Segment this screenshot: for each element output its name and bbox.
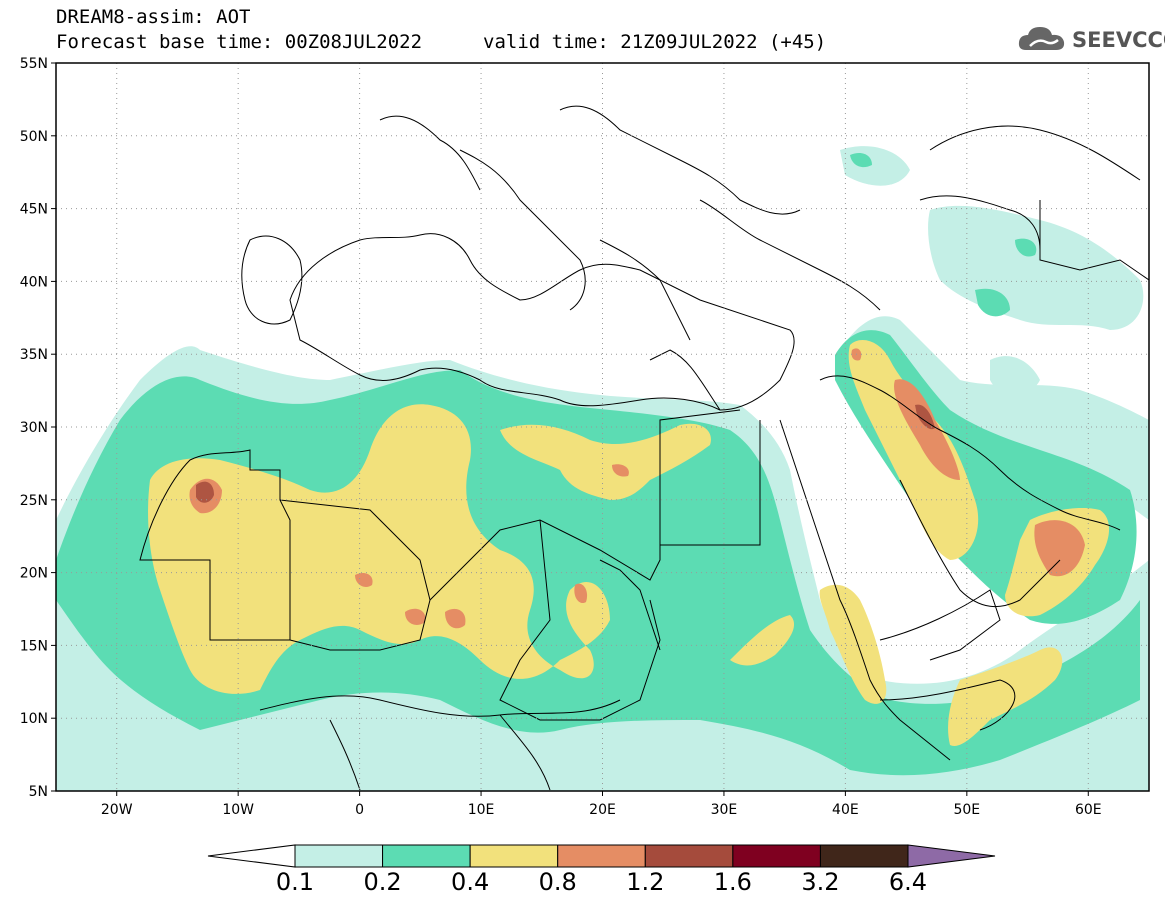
lat-tick-label: 50N [20,129,48,145]
colorbar-level-label: 3.2 [801,868,839,896]
lon-tick-label: 50E [953,802,980,818]
lon-tick-label: 30E [711,802,738,818]
colorbar-swatch [382,844,471,868]
colorbar-swatch [644,844,734,868]
longitude-axis: 20W 10W 0 10E 20E 30E 40E 50E 60E [101,791,1102,818]
colorbar-level-label: 0.8 [539,868,577,896]
forecast-base-time: Forecast base time: 00Z08JUL2022 [56,31,423,53]
colorbar-swatch [557,844,646,868]
lon-tick-label: 10E [468,802,495,818]
lon-tick-label: 20E [589,802,616,818]
aot-contour-0.4 [148,340,1110,746]
lat-tick-label: 30N [20,420,48,436]
colorbar-level-label: 0.2 [363,868,401,896]
map-title: DREAM8-assim: AOT [56,6,251,28]
lat-tick-label: 55N [20,56,48,72]
lat-tick-label: 45N [20,202,48,218]
logo-text: SEEVCCC [1072,28,1165,52]
lat-tick-label: 25N [20,493,48,509]
lon-tick-label: 40E [832,802,859,818]
colorbar-min-arrow [207,844,296,868]
lat-tick-label: 15N [20,638,48,654]
lon-tick-label: 20W [101,802,133,818]
latitude-axis: 55N 50N 45N 40N 35N 30N 25N 20N 15N 10N 5N [20,56,56,800]
colorbar-level-label: 6.4 [889,868,927,896]
aot-contour-0.8 [189,348,1085,629]
colorbar-level-label: 1.2 [626,868,664,896]
lat-tick-label: 5N [29,784,48,800]
lat-tick-label: 10N [20,711,48,727]
aot-field [56,63,1149,791]
aot-colorbar: 0.1 0.2 0.4 0.8 1.2 1.6 3.2 6.4 [207,844,996,896]
colorbar-swatch [294,844,384,868]
colorbar-level-label: 0.4 [451,868,489,896]
country-borders [139,105,1149,791]
lon-tick-label: 60E [1075,802,1102,818]
colorbar-swatch [469,844,559,868]
colorbar-swatch [732,844,821,868]
cloud-icon [1018,27,1065,50]
aot-contour-1.2 [196,404,935,503]
colorbar-level-label: 1.6 [714,868,752,896]
colorbar-level-label: 0.1 [276,868,314,896]
lon-tick-label: 0 [355,802,364,818]
valid-time: valid time: 21Z09JUL2022 (+45) [483,31,827,53]
lat-tick-label: 35N [20,347,48,363]
seevccc-logo: SEEVCCC [1016,22,1165,56]
lat-tick-label: 20N [20,566,48,582]
colorbar-swatch [819,844,909,868]
lon-tick-label: 10W [222,802,254,818]
lat-tick-label: 40N [20,274,48,290]
colorbar-max-arrow [907,844,996,868]
